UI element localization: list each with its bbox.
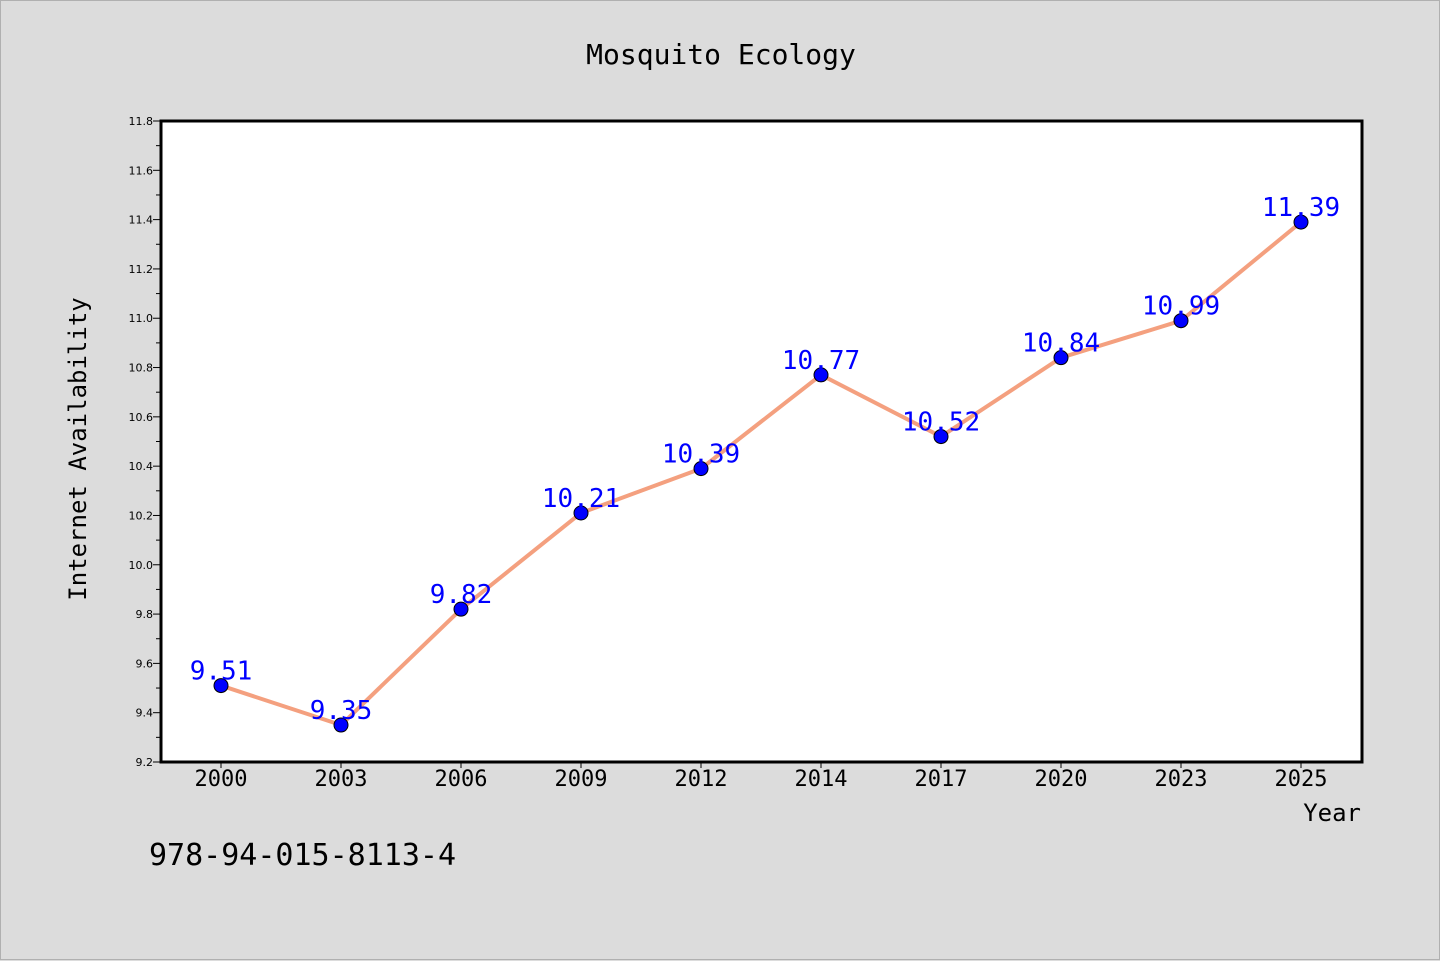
y-tick-label: 11.4: [129, 214, 154, 227]
x-tick-label: 2006: [435, 767, 488, 792]
isbn-annotation: 978-94-015-8113-4: [149, 838, 456, 873]
x-tick-label: 2017: [915, 767, 968, 792]
x-tick-label: 2023: [1155, 767, 1208, 792]
y-tick-label: 11.6: [129, 164, 154, 177]
x-tick-label: 2012: [675, 767, 728, 792]
y-tick-label: 9.8: [136, 608, 154, 621]
y-tick-label: 11.8: [129, 115, 154, 128]
y-tick-label: 10.6: [129, 411, 154, 424]
y-tick-label: 11.0: [129, 312, 154, 325]
data-label: 10.77: [782, 346, 860, 376]
series-layer: 9.51 9.35 9.82 10.21 10.39 10.77 10.52 10.84 10.…: [190, 193, 1340, 733]
data-label: 10.52: [902, 408, 980, 438]
y-tick-label: 9.2: [136, 756, 154, 769]
series-line: [220, 220, 1303, 728]
data-label: 9.51: [190, 657, 253, 687]
data-point: [453, 601, 469, 617]
x-axis-label: Year: [1303, 799, 1361, 827]
data-point: [573, 505, 589, 521]
x-axis-ticks: 2000 2003 2006 2009 2012 2014 2017 2020 2023 2025: [195, 762, 1328, 792]
data-point: [333, 717, 349, 733]
y-tick-label: 10.0: [129, 559, 154, 572]
data-point: [933, 429, 949, 445]
data-label: 10.39: [662, 440, 740, 470]
x-tick-label: 2009: [555, 767, 608, 792]
plot-area: [159, 119, 1364, 764]
y-tick-label: 11.2: [129, 263, 154, 276]
data-label: 10.99: [1142, 292, 1220, 322]
x-tick-label: 2003: [315, 767, 368, 792]
y-tick-label: 10.8: [129, 362, 154, 375]
data-label: 10.21: [542, 484, 620, 514]
x-tick-label: 2020: [1035, 767, 1088, 792]
data-point: [813, 367, 829, 383]
y-axis-label: Internet Availability: [64, 297, 92, 600]
y-axis-ticks: 9.2 9.4 9.6 9.8 10.0 10.2 10.4 10.6 10.8 11.0 11.2…: [129, 115, 161, 769]
data-point: [1293, 214, 1309, 230]
data-label: 9.35: [310, 696, 373, 726]
data-point: [1053, 350, 1069, 366]
y-tick-label: 10.4: [129, 460, 154, 473]
y-tick-label: 9.6: [136, 657, 154, 670]
y-tick-label: 9.4: [136, 707, 154, 720]
data-label: 9.82: [430, 580, 493, 610]
data-label: 11.39: [1262, 193, 1340, 223]
data-label: 10.84: [1022, 329, 1100, 359]
chart-title: Mosquito Ecology: [586, 38, 856, 71]
data-point: [213, 678, 229, 694]
y-tick-label: 10.2: [129, 509, 154, 522]
x-tick-label: 2025: [1275, 767, 1328, 792]
data-point: [1173, 313, 1189, 329]
data-point: [693, 461, 709, 477]
x-tick-label: 2014: [795, 767, 848, 792]
x-tick-label: 2000: [195, 767, 248, 792]
